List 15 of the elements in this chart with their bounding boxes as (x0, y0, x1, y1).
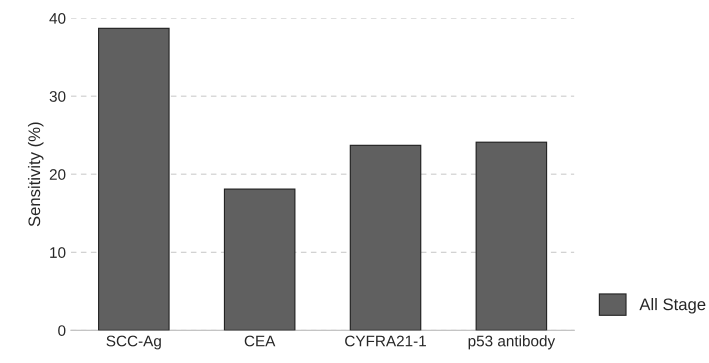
y-tick-label: 0 (58, 325, 66, 336)
x-tick-label: SCC-Ag (106, 336, 161, 350)
bar (98, 28, 170, 330)
x-tick-label: CEA (244, 336, 276, 346)
y-tick-label: 40 (49, 13, 66, 24)
x-tick-label: CYFRA21-1 (345, 336, 426, 346)
y-tick-label: 30 (50, 91, 66, 102)
y-axis-title: Sensitivity (%) (28, 122, 44, 226)
y-tick-label: 20 (50, 169, 66, 180)
x-tick-label: p53 antibody (468, 335, 556, 350)
legend-label: All Stage (639, 298, 706, 314)
y-tick-label: 10 (50, 247, 66, 258)
bar (224, 188, 296, 330)
bar (476, 142, 548, 330)
bar (350, 144, 422, 330)
